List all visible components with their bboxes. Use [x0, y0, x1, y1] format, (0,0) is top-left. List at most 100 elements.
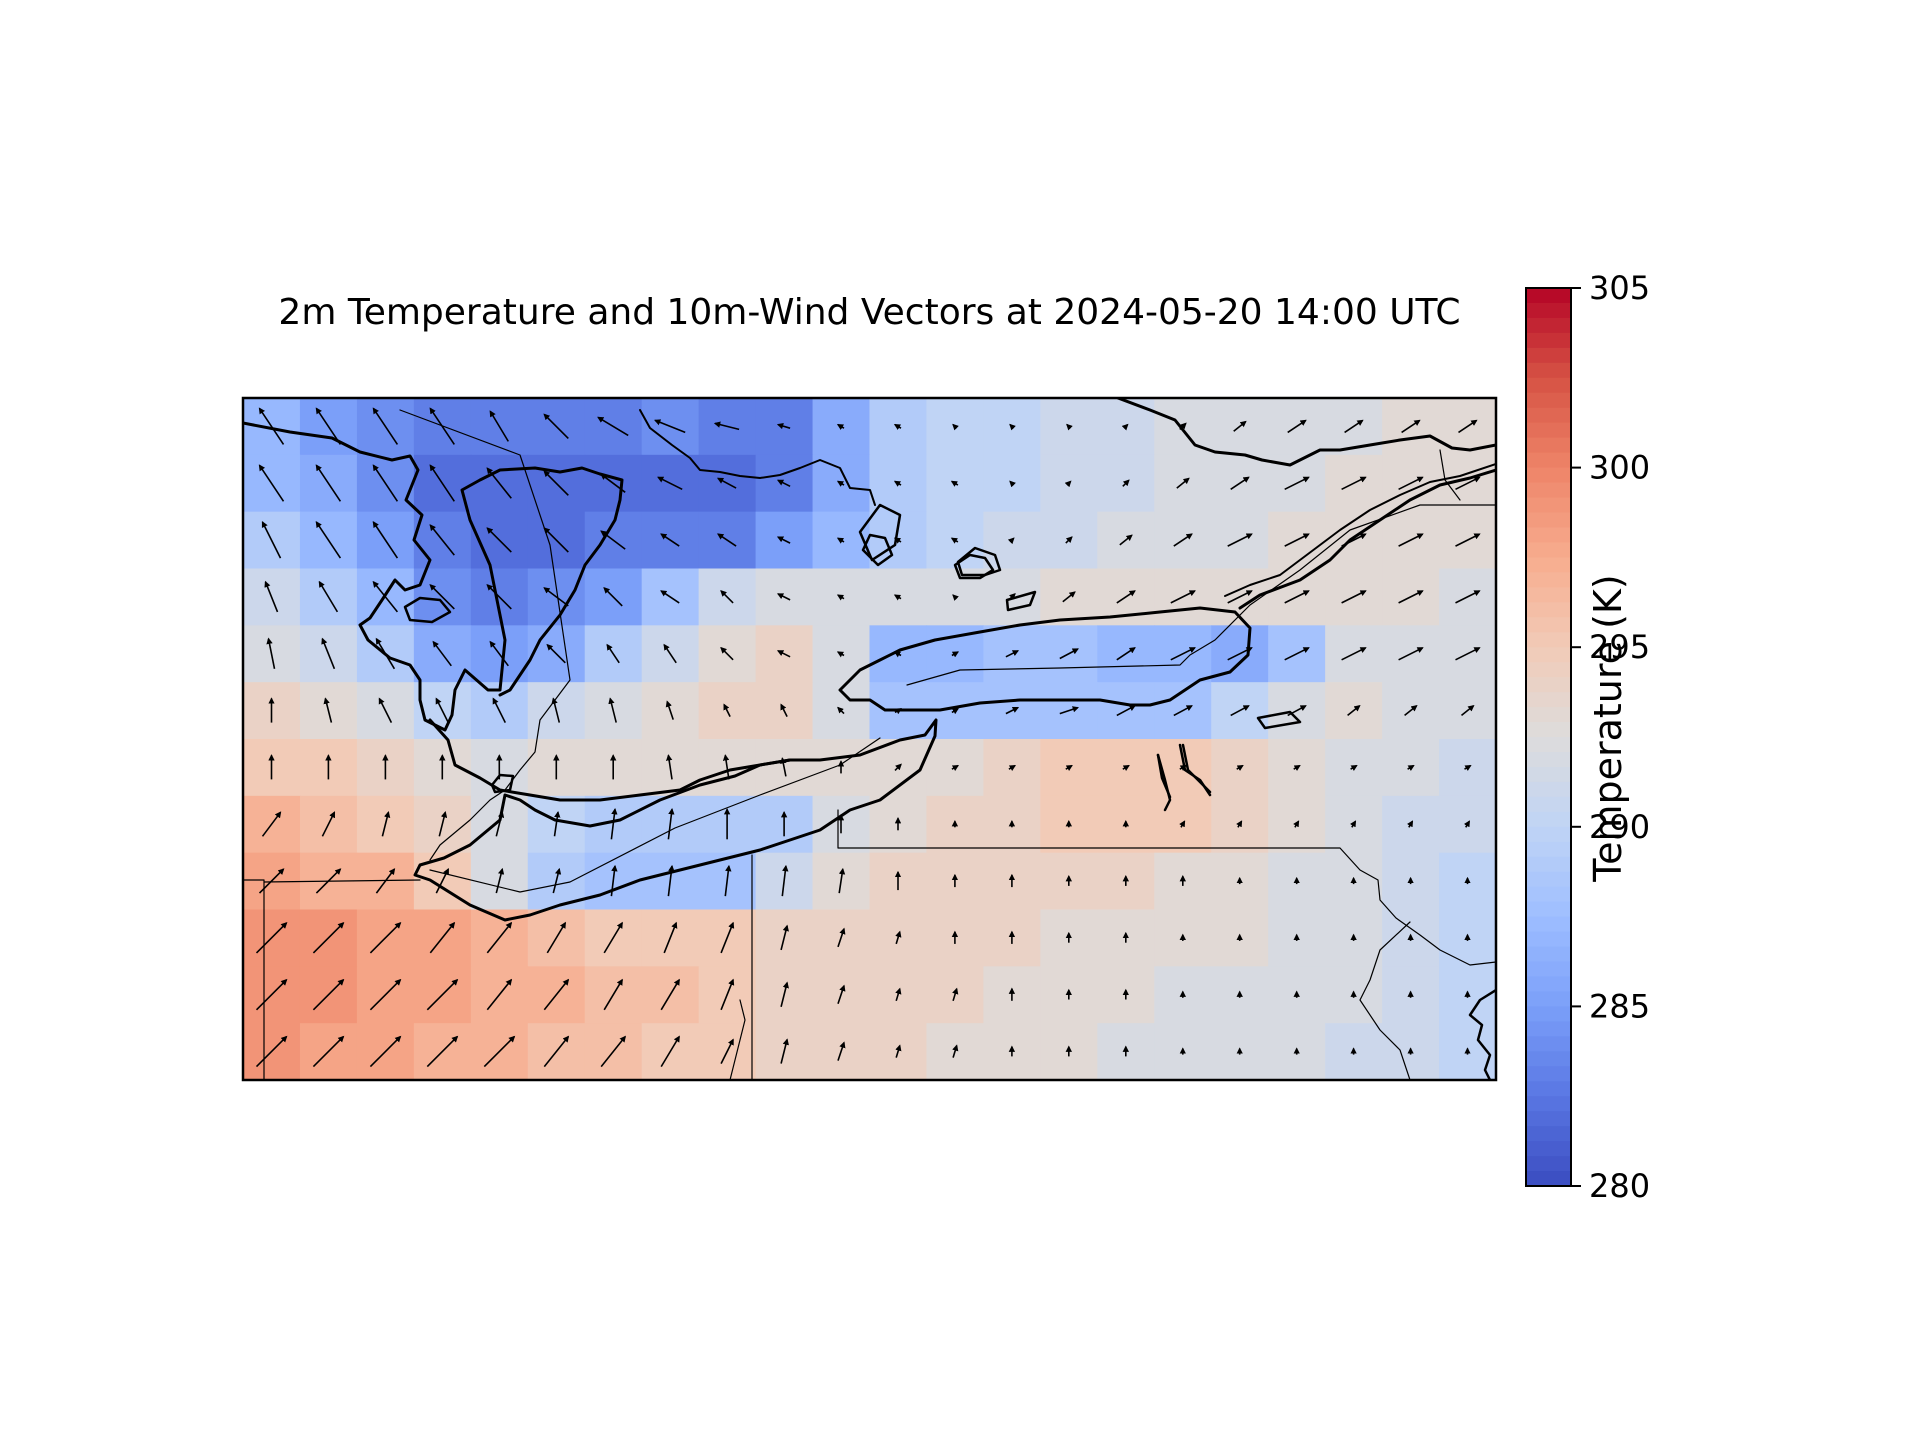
wind-vector-arrow [1227, 590, 1253, 604]
temperature-field [243, 398, 1496, 1080]
wind-vector-arrow [610, 808, 618, 840]
lake-erie-shoreline [413, 718, 938, 922]
colorbar-segment [1526, 482, 1571, 499]
map-axes [241, 396, 1498, 1082]
colorbar-segment [1526, 1021, 1571, 1037]
wind-vector-arrow [600, 473, 626, 493]
wind-vector-arrow [893, 651, 902, 658]
colorbar-segment [1526, 512, 1571, 529]
wind-vector-arrow [663, 921, 678, 954]
colorbar-segment [1526, 527, 1571, 544]
wind-vector-arrow [264, 580, 279, 613]
wind-vector-arrow [665, 700, 674, 720]
wind-vector-arrow [369, 921, 402, 954]
wind-vector-arrow [429, 524, 455, 556]
wind-vector-arrow [724, 864, 732, 897]
wind-vector-field [255, 407, 1481, 1068]
colorbar-segment [1526, 377, 1571, 394]
colorbar-segment [1526, 1141, 1571, 1157]
wind-vector-arrow [543, 978, 570, 1011]
wind-vector-arrow [258, 407, 285, 445]
wind-vector-arrow [894, 708, 903, 715]
wind-vector-arrow [951, 764, 959, 771]
wind-vector-arrow [780, 757, 787, 777]
wind-vector-arrow [716, 477, 737, 489]
wind-vector-arrow [723, 703, 731, 717]
wind-vector-arrow [432, 640, 452, 667]
wind-vector-arrow [720, 589, 734, 604]
colorbar-segment [1526, 302, 1571, 319]
wind-vector-arrow [603, 921, 623, 954]
colorbar-segment [1526, 392, 1571, 409]
wind-vector-arrow [776, 423, 791, 430]
colorbar-tick-label: 290 [1589, 808, 1650, 846]
colorbar-segment [1526, 1096, 1571, 1112]
wind-vector-arrow [543, 527, 569, 553]
wind-vector-arrow [720, 1038, 734, 1064]
colorbar-ticks: 280 285 290 295 300 305 [1571, 269, 1650, 1205]
wind-vector-arrow [1350, 820, 1357, 828]
colorbar-segment [1526, 1111, 1571, 1127]
wind-vector-arrow [489, 640, 509, 667]
state-border-pennsylvania-newyork [837, 809, 1496, 966]
wind-vector-arrow [1009, 480, 1016, 488]
wind-vector-arrow [321, 811, 336, 837]
wind-vector-arrow [776, 650, 791, 658]
wind-vector-arrow [1065, 764, 1073, 771]
wind-vector-arrow [429, 407, 455, 445]
wind-vector-arrow [1398, 647, 1424, 661]
colorbar-segment [1526, 811, 1571, 828]
wind-vector-arrow [780, 703, 788, 717]
colorbar-segment [1526, 722, 1571, 738]
wind-vector-arrow [1401, 419, 1421, 434]
colorbar-gradient [1526, 288, 1571, 1187]
wind-vector-arrow [713, 421, 740, 431]
wind-vector-arrow [1287, 419, 1307, 434]
wind-vector-arrow [543, 413, 569, 439]
colorbar-segment [1526, 886, 1571, 903]
wind-vector-arrow [492, 697, 507, 723]
wind-vector-arrow [1122, 764, 1130, 771]
wind-vector-arrow [1116, 590, 1136, 604]
st-lawrence-upper-bank [1224, 463, 1496, 597]
colorbar-segment [1526, 826, 1571, 843]
colorbar-tick-label: 300 [1589, 449, 1650, 487]
wind-vector-arrow [1293, 764, 1301, 771]
wind-vector-arrow [369, 978, 402, 1011]
wind-vector-arrow [720, 978, 735, 1011]
wind-vector-arrow [543, 470, 569, 496]
wind-vector-arrow [600, 530, 626, 550]
wind-vector-arrow [608, 697, 617, 723]
wind-vector-arrow [495, 867, 505, 894]
wind-vector-arrow [1121, 423, 1129, 431]
wind-vector-arrow [1284, 533, 1310, 547]
colorbar-segment [1526, 766, 1571, 783]
wind-vector-arrow [486, 978, 513, 1011]
wind-vector-arrow [780, 924, 789, 951]
wind-vector-arrow [546, 921, 566, 954]
wind-vector-arrow [1008, 592, 1016, 601]
colorbar-segment [1526, 856, 1571, 873]
wind-vector-arrow [1284, 647, 1310, 661]
wind-vector-arrow [261, 520, 282, 559]
wind-vector-arrow [372, 580, 399, 613]
wind-vector-arrow [321, 637, 336, 670]
colorbar-segment [1526, 871, 1571, 888]
wind-vector-arrow [952, 423, 959, 431]
colorbar-segment [1526, 751, 1571, 768]
wind-vector-arrow [378, 697, 393, 723]
wind-vector-arrow [483, 1035, 516, 1068]
wind-vector-arrow [489, 410, 509, 442]
wind-vector-arrow [1170, 647, 1196, 661]
wind-vector-arrow [663, 643, 677, 664]
wind-vector-arrow [660, 590, 680, 604]
wind-vector-arrow [1173, 705, 1193, 717]
colorbar-tick-label: 295 [1589, 628, 1650, 666]
wind-vector-arrow [1404, 705, 1418, 717]
ontario-quebec-islands [858, 503, 1302, 812]
colorbar-segment [1526, 437, 1571, 454]
wind-vector-arrow [438, 811, 448, 837]
wind-vector-arrow [836, 480, 845, 487]
colorbar-segment [1526, 617, 1571, 633]
